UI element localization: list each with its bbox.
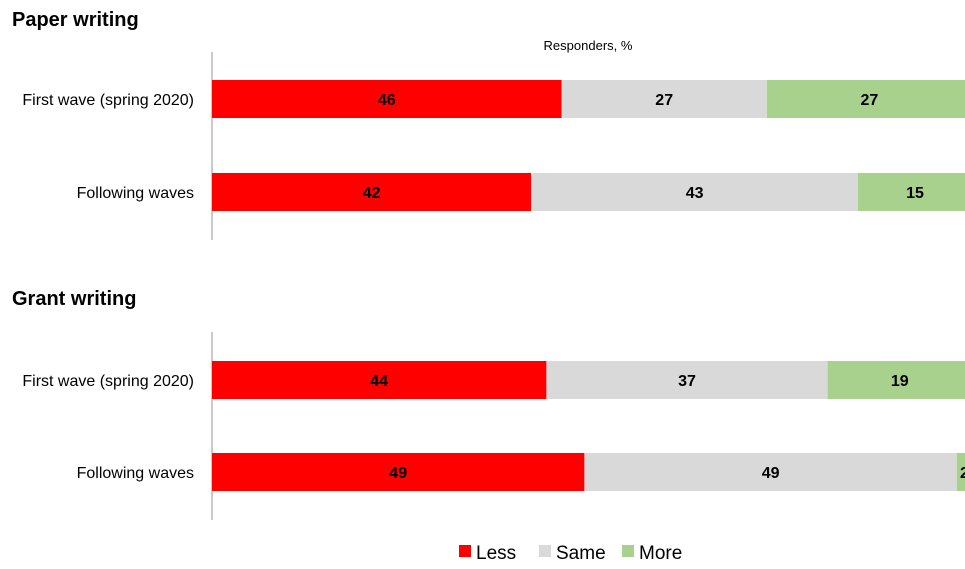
bar-segment-more <box>956 453 965 491</box>
chart-panel: First wave (spring 2020) 44 37 19 Following … <box>22 332 965 520</box>
legend-label-more: More <box>639 543 682 564</box>
data-label: 49 <box>762 465 780 482</box>
category-label: Following waves <box>77 185 194 202</box>
category-label: First wave (spring 2020) <box>22 92 194 109</box>
data-label: 43 <box>686 185 704 202</box>
bar-segment-less <box>212 173 532 211</box>
legend-swatch-more <box>622 545 634 557</box>
bar-segment-less <box>212 80 562 118</box>
legend-swatch-same <box>539 545 551 557</box>
bar-segment-more <box>766 80 965 118</box>
legend-label-same: Same <box>556 543 606 564</box>
data-label: 49 <box>389 465 407 482</box>
data-label: 27 <box>861 92 879 109</box>
bar-segment-less <box>212 453 585 491</box>
chart-panel: First wave (spring 2020) 46 27 27 Following … <box>22 52 965 240</box>
bar-segment-more <box>858 173 965 211</box>
data-label: 37 <box>678 373 696 390</box>
chart-title-grant-writing: Grant writing <box>12 288 136 310</box>
bar-segment-same <box>561 80 767 118</box>
category-label: First wave (spring 2020) <box>22 373 194 390</box>
chart-subtitle: Responders, % <box>544 38 633 53</box>
data-label: 46 <box>378 92 396 109</box>
data-label: 2 <box>960 465 965 482</box>
legend-swatch-less <box>459 545 471 557</box>
bar-segment-same <box>546 361 828 399</box>
data-label: 42 <box>363 185 381 202</box>
data-label: 44 <box>370 373 388 390</box>
bar-segment-same <box>531 173 858 211</box>
bar-segment-less <box>212 361 547 399</box>
legend: Less Same More <box>459 543 682 564</box>
bar-segment-same <box>584 453 957 491</box>
category-label: Following waves <box>77 465 194 482</box>
data-label: 19 <box>891 373 909 390</box>
legend-label-less: Less <box>476 543 516 564</box>
bar-segment-more <box>827 361 965 399</box>
data-label: 15 <box>906 185 924 202</box>
chart-title-paper-writing: Paper writing <box>12 9 139 31</box>
data-label: 27 <box>655 92 673 109</box>
